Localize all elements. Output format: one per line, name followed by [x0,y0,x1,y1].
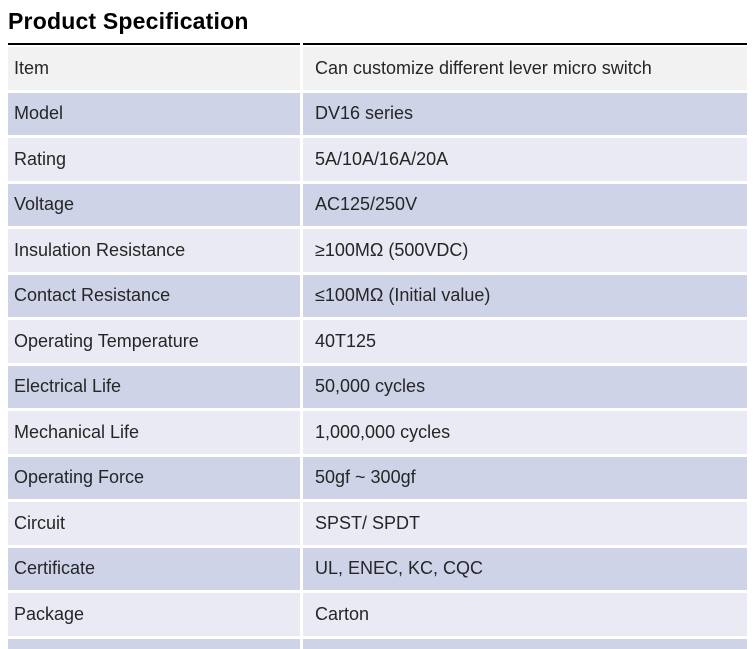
spec-label-cell: Mechanical Life [8,411,300,454]
spec-label-cell: Operating Temperature [8,320,300,363]
table-row-circuit: Circuit SPST/ SPDT [8,502,747,545]
table-row-item: Item Can customize different lever micro… [8,47,747,90]
table-row-voltage: Voltage AC125/250V [8,183,747,226]
spec-value-cell: DV16 series [303,92,747,135]
table-row-contact-resistance: Contact Resistance ≤100MΩ (Initial value… [8,274,747,317]
spec-label-cell: Operating Force [8,456,300,499]
spec-value-cell: 40T125 [303,320,747,363]
table-row-model: Model DV16 series [8,92,747,135]
spec-value-cell: ≤100MΩ (Initial value) [303,274,747,317]
spec-label-cell: Package [8,593,300,636]
spec-value-cell: UL, ENEC, KC, CQC [303,547,747,590]
table-row-rating: Rating 5A/10A/16A/20A [8,138,747,181]
spec-value-cell: 50,000 cycles [303,365,747,408]
spec-table: Item Can customize different lever micro… [8,47,747,649]
spec-value-cell: 5A/10A/16A/20A [303,138,747,181]
table-row-mechanical-life: Mechanical Life 1,000,000 cycles [8,411,747,454]
rule-right-segment [303,43,747,45]
spec-value-cell: 1,000,000 cycles [303,411,747,454]
table-row-electrical-life: Electrical Life 50,000 cycles [8,365,747,408]
table-row-operating-temperature: Operating Temperature 40T125 [8,320,747,363]
table-row-package: Package Carton [8,593,747,636]
spec-value-cell: Can customize different lever micro swit… [303,47,747,90]
spec-label-cell: Model [8,92,300,135]
spec-value-cell: SPST/ SPDT [303,502,747,545]
spec-value-cell: 50gf ~ 300gf [303,456,747,499]
spec-label-cell: Certificate [8,547,300,590]
spec-label-cell: Circuit [8,502,300,545]
spec-value-cell: ≥100MΩ (500VDC) [303,229,747,272]
table-row-operating-force: Operating Force 50gf ~ 300gf [8,456,747,499]
spec-label-cell: Item [8,47,300,90]
table-top-rule [8,43,747,45]
spec-label-cell: Voltage [8,183,300,226]
table-row-certificate: Certificate UL, ENEC, KC, CQC [8,547,747,590]
rule-left-segment [8,43,300,45]
spec-label-cell: Contact Resistance [8,274,300,317]
spec-value-cell: Carton [303,593,747,636]
spec-label-cell: Insulation Resistance [8,229,300,272]
spec-label-cell: Rating [8,138,300,181]
spec-label-cell: Electrical Life [8,365,300,408]
spec-value-cell: AC125/250V [303,183,747,226]
table-row-insulation-resistance: Insulation Resistance ≥100MΩ (500VDC) [8,229,747,272]
page-title: Product Specification [8,8,249,34]
